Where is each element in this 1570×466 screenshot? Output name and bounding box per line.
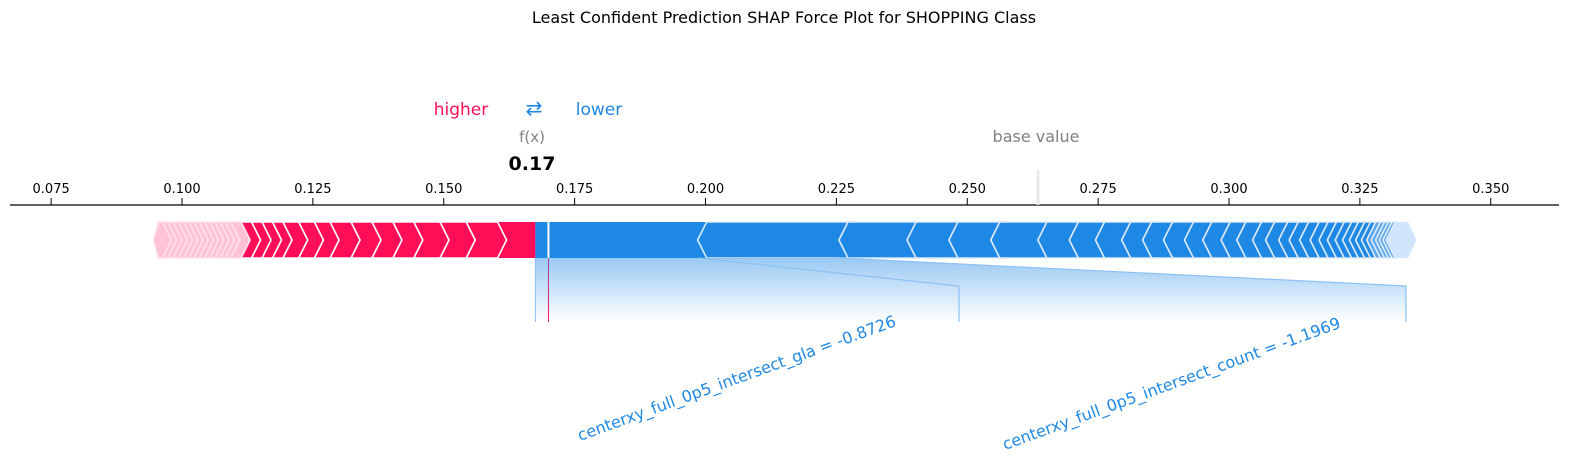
x-tick-label: 0.100 <box>163 182 200 197</box>
legend-lower: lower <box>576 100 622 120</box>
x-tick-label: 0.350 <box>1472 182 1509 197</box>
legend-higher: higher <box>434 100 489 120</box>
feature-annotations: centerxy_full_0p5_intersect_gla = -0.872… <box>534 257 1407 455</box>
fx-value: 0.17 <box>509 153 556 175</box>
annotation-connector <box>697 257 960 322</box>
x-tick-label: 0.150 <box>425 182 462 197</box>
x-tick-label: 0.225 <box>818 182 855 197</box>
lower-segment <box>535 222 707 258</box>
x-tick-label: 0.275 <box>1080 182 1117 197</box>
x-tick-label: 0.200 <box>687 182 724 197</box>
x-tick-label: 0.250 <box>949 182 986 197</box>
annotation-shade <box>535 258 1406 322</box>
annotation-connector <box>838 257 1407 322</box>
legend-arrows-icon: ⇄ <box>526 96 543 120</box>
annotation-label: centerxy_full_0p5_intersect_count = -1.1… <box>1000 313 1343 454</box>
lower-segment <box>838 221 918 259</box>
x-tick-label: 0.175 <box>556 182 593 197</box>
lower-segment <box>696 221 850 259</box>
x-tick-label: 0.325 <box>1341 182 1378 197</box>
x-tick-label: 0.125 <box>294 182 331 197</box>
lower-segment <box>1386 222 1417 258</box>
annotation-label: centerxy_full_0p5_intersect_gla = -0.872… <box>575 311 899 445</box>
higher-segment <box>497 222 536 258</box>
legend: higher ⇄ lower <box>434 96 623 120</box>
x-axis: 0.075 0.100 0.125 0.150 0.175 0.200 0.225 0.250… <box>10 170 1559 206</box>
chart-title: Least Confident Prediction SHAP Force Pl… <box>532 8 1036 27</box>
force-bars <box>152 221 1417 322</box>
higher-segment <box>152 221 173 259</box>
base-value-label: base value <box>993 127 1080 146</box>
x-tick-label: 0.075 <box>33 182 70 197</box>
x-tick-label: 0.300 <box>1210 182 1247 197</box>
fx-label: f(x) <box>519 128 545 146</box>
